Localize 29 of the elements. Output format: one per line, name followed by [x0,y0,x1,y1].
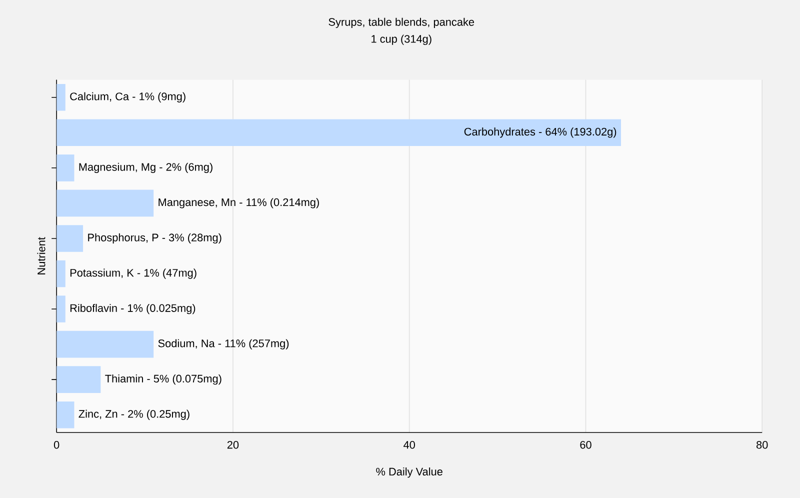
y-axis-title: Nutrient [37,236,46,274]
y-tick-label: Zinc, Zn - 2% (0.25mg) [78,410,190,420]
y-tick-label: Potassium, K - 1% (47mg) [70,268,196,279]
bar [56,260,66,288]
bar [56,190,154,216]
bar [56,330,154,358]
bar [56,154,74,182]
y-tick-label: Sodium, Na - 11% (257mg) [158,339,289,350]
x-tick-label: 20 [227,440,239,449]
y-tick-label: Magnesium, Mg - 2% (6mg) [79,162,212,173]
bar [56,401,74,428]
x-tick-label: 60 [580,440,592,449]
bar [56,366,101,393]
x-tick-label: 40 [404,440,415,449]
x-axis-title: % Daily Value [376,467,442,478]
chart-subtitle: 1 cup (314g) [372,34,432,45]
y-tick-label: Phosphorus, P - 3% (28mg) [88,233,222,244]
bar [56,224,84,252]
y-tick-label: Thiamin - 5% (0.075mg) [105,374,222,385]
y-tick-label: Carbohydrates - 64% (193.02g) [464,127,616,138]
bar [56,119,622,146]
bar [56,84,66,111]
x-tick-label: 0 [54,440,60,449]
y-tick-label: Manganese, Mn - 11% (0.214mg) [158,198,319,208]
x-tick-label: 80 [756,440,768,449]
bar [56,295,66,322]
y-tick-label: Riboflavin - 1% (0.025mg) [70,304,196,314]
chart-title: Syrups, table blends, pancake [328,18,474,28]
y-tick-label: Calcium, Ca - 1% (9mg) [70,92,186,102]
